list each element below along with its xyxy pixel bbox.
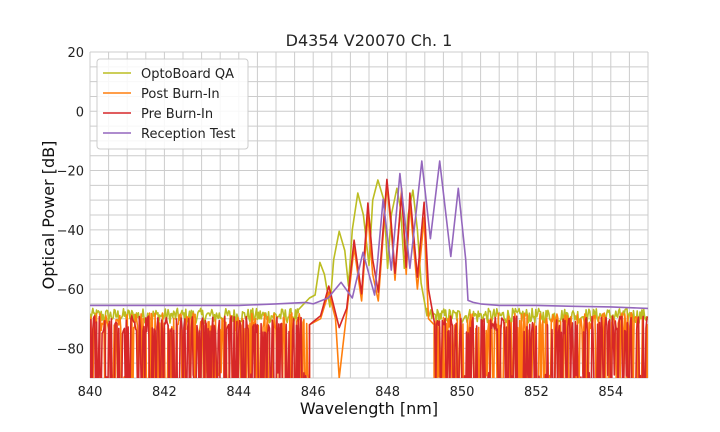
x-tick-label: 844 <box>226 385 251 400</box>
y-tick-label: −20 <box>57 165 84 180</box>
legend-label: OptoBoard QA <box>141 67 234 82</box>
chart-title: D4354 V20070 Ch. 1 <box>286 31 453 50</box>
legend-label: Reception Test <box>141 127 235 142</box>
series-pre-burn-in-line <box>90 178 648 378</box>
series-optoboard-qa-line <box>90 179 648 324</box>
x-tick-label: 852 <box>524 385 549 400</box>
y-tick-label: 20 <box>67 46 84 61</box>
x-tick-label: 854 <box>598 385 623 400</box>
y-tick-label: −80 <box>57 342 84 357</box>
series-reception-test-line <box>90 160 648 310</box>
series-group <box>90 160 648 378</box>
legend: OptoBoard QA Post Burn-In Pre Burn-In Recep… <box>96 58 249 150</box>
y-tick-labels: −80 −60 −40 −20 0 20 <box>57 46 84 357</box>
x-tick-labels: 840 842 844 846 848 850 852 854 <box>78 385 624 400</box>
x-tick-label: 842 <box>152 385 177 400</box>
x-tick-label: 840 <box>78 385 103 400</box>
x-tick-label: 846 <box>301 385 326 400</box>
x-tick-label: 850 <box>450 385 475 400</box>
legend-label: Post Burn-In <box>141 87 220 102</box>
y-axis-label: Optical Power [dB] <box>39 141 58 290</box>
y-tick-label: −40 <box>57 224 84 239</box>
x-tick-label: 848 <box>375 385 400 400</box>
legend-label: Pre Burn-In <box>141 107 213 122</box>
y-tick-label: 0 <box>76 105 84 120</box>
x-axis-label: Wavelength [nm] <box>300 399 438 418</box>
legend-box <box>96 58 249 150</box>
y-tick-label: −60 <box>57 283 84 298</box>
